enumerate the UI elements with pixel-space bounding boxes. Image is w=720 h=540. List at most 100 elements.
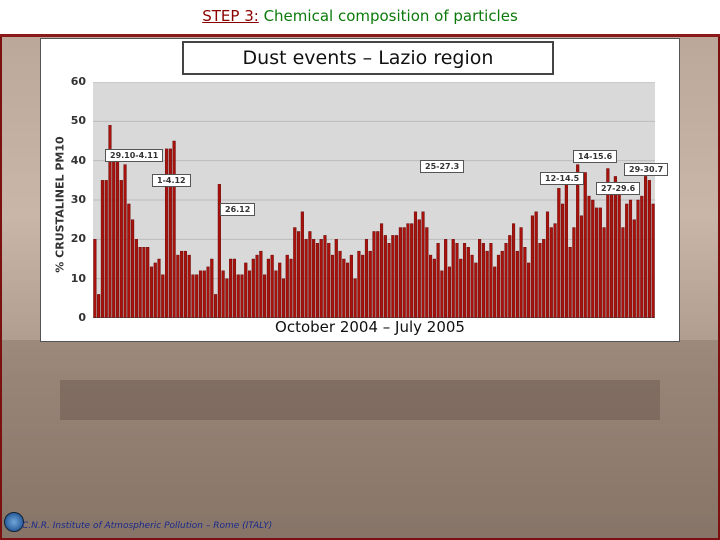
bar-130 [583,172,587,318]
bar-79 [391,235,395,318]
bar-52 [289,258,293,318]
bar-81 [398,227,402,318]
annotation-1-4-12: 1-4.12 [152,174,191,187]
bar-83 [406,223,410,318]
bar-118 [538,243,542,318]
bar-3 [104,180,108,318]
bar-72 [364,239,369,318]
bar-68 [349,254,353,318]
bar-106 [493,266,497,318]
bar-108 [500,250,504,318]
bar-104 [485,250,489,318]
background-building [0,340,720,540]
bar-77 [383,235,387,318]
bar-19 [164,148,169,318]
annotation-27-29-6: 27-29.6 [596,182,641,195]
bar-13 [142,246,146,318]
bar-116 [530,215,534,318]
bar-45 [263,274,267,318]
y-tick-label-20: 20 [70,232,86,246]
bar-99 [466,246,470,318]
bar-146 [644,176,648,318]
bar-61 [323,235,327,318]
bar-88 [425,227,429,318]
bar-112 [515,250,519,318]
y-tick-label-10: 10 [70,271,86,285]
bar-53 [293,227,297,318]
bar-86 [417,219,421,318]
y-tick-label-40: 40 [70,153,86,167]
bar-plot [93,82,655,318]
bar-87 [421,211,425,318]
bar-0 [93,239,97,318]
bar-113 [519,227,523,318]
annotation-14-15-6: 14-15.6 [573,150,618,163]
y-tick-label-50: 50 [70,114,86,128]
bar-66 [342,258,346,318]
bar-12 [138,246,142,318]
step-label: STEP 3: [202,7,259,25]
slide-title: STEP 3: Chemical composition of particle… [0,7,720,25]
bar-49 [278,262,282,318]
bar-8 [123,164,127,318]
bar-143 [632,219,636,318]
bar-95 [451,239,455,318]
cnr-logo-icon [4,512,24,532]
bar-115 [527,262,531,318]
bar-26 [191,274,195,318]
bar-32 [214,294,218,318]
bar-38 [236,274,240,318]
bar-90 [432,258,436,318]
bar-94 [447,266,451,318]
bar-16 [153,262,157,318]
bar-67 [346,262,350,318]
bar-85 [413,211,418,318]
bar-20 [168,148,172,318]
bar-101 [474,262,478,318]
bar-127 [572,227,576,318]
bar-144 [636,199,640,318]
bar-89 [429,254,433,318]
bar-59 [315,243,319,318]
bar-48 [274,270,278,318]
bar-64 [334,239,338,318]
bar-117 [534,211,538,318]
bar-46 [266,258,270,318]
annotation-12-14-5: 12-14.5 [540,172,585,185]
bar-1 [97,294,101,318]
bar-129 [579,215,584,318]
bar-24 [183,250,187,318]
annotation-29-10: 29.10-4.11 [105,149,164,162]
bar-39 [240,274,244,318]
bar-37 [232,258,237,318]
bar-140 [621,227,625,318]
bar-84 [410,223,414,318]
bar-70 [357,250,361,318]
bar-18 [161,274,165,318]
bar-11 [134,239,138,318]
chart-title: Dust events – Lazio region [182,41,554,75]
bar-71 [361,254,365,318]
footer-credit: C.N.R. Institute of Atmospheric Pollutio… [22,521,273,531]
y-tick-label-30: 30 [70,193,86,206]
bar-92 [440,270,444,318]
bar-57 [308,231,312,318]
bar-15 [149,266,154,318]
bar-91 [436,243,440,318]
bar-60 [319,239,323,318]
annotation-26-12: 26.12 [220,203,256,216]
bar-76 [379,223,384,318]
bar-27 [195,274,199,318]
bar-148 [651,203,655,318]
bar-63 [330,254,335,318]
bar-119 [542,239,546,318]
bar-31 [210,258,214,318]
bar-17 [157,258,161,318]
bar-103 [481,243,485,318]
bar-35 [225,278,229,318]
bar-74 [372,231,376,318]
bar-120 [545,211,550,318]
bar-135 [602,227,606,318]
bar-22 [176,254,180,318]
bar-36 [229,258,233,318]
